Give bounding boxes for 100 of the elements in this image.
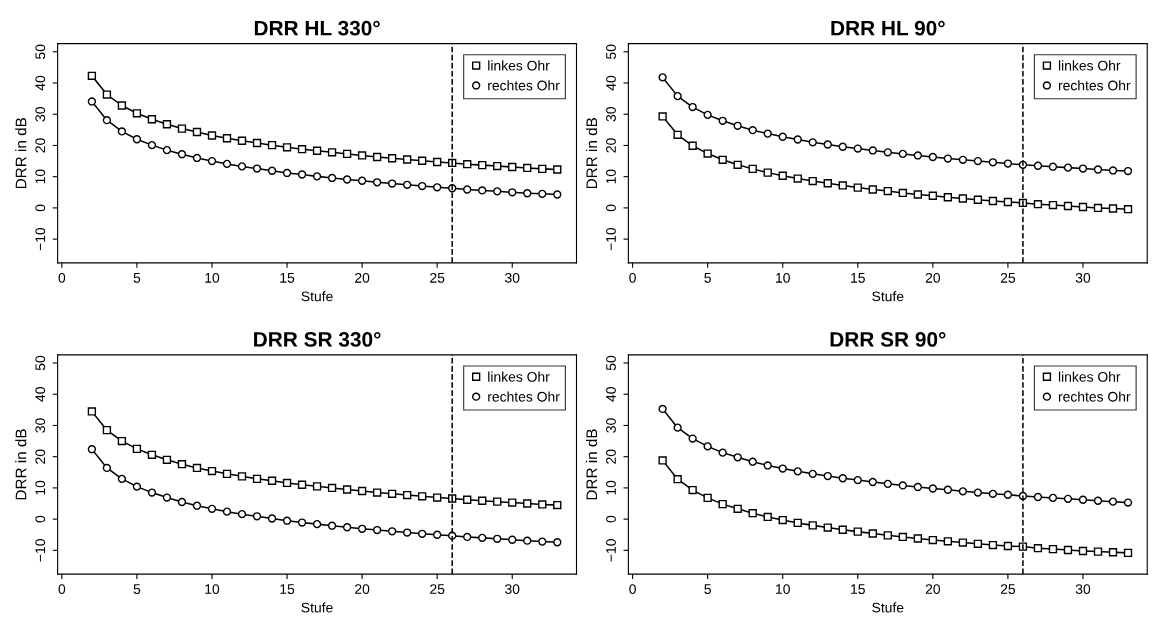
y-tick-label: 10 — [35, 169, 46, 184]
y-tick-label: −10 — [606, 227, 616, 251]
point — [417, 181, 427, 191]
y-tick-label: 0 — [35, 204, 46, 212]
point — [147, 450, 157, 459]
point — [958, 194, 968, 203]
point — [1108, 166, 1118, 175]
point — [838, 181, 847, 190]
point — [868, 529, 877, 538]
y-tick-label: 30 — [35, 107, 46, 122]
chart-title: DRR HL 330° — [254, 20, 380, 36]
point — [838, 525, 847, 534]
point — [463, 160, 472, 169]
point — [478, 186, 487, 195]
point — [282, 478, 292, 488]
x-tick-label: 20 — [355, 584, 370, 594]
point — [673, 91, 682, 101]
point — [402, 155, 412, 164]
point — [327, 173, 337, 183]
point — [808, 521, 817, 530]
point — [748, 164, 757, 174]
point — [342, 485, 352, 494]
point — [312, 146, 322, 155]
legend-label: linkes Ohr — [1058, 60, 1121, 71]
point — [102, 425, 112, 435]
point — [913, 482, 923, 492]
point — [928, 191, 938, 200]
x-tick-label: 15 — [851, 273, 865, 283]
point — [162, 493, 172, 502]
point — [793, 518, 802, 528]
point — [988, 489, 998, 499]
point — [973, 195, 983, 204]
point — [147, 488, 157, 497]
point — [1123, 166, 1133, 176]
point — [538, 500, 547, 509]
point — [523, 163, 532, 173]
x-tick-label: 5 — [704, 584, 711, 594]
y-tick-label: 0 — [35, 515, 46, 523]
point — [793, 467, 802, 476]
point — [1063, 201, 1073, 211]
legend-label: rechtes Ohr — [1058, 391, 1131, 402]
point — [222, 159, 232, 169]
point — [808, 176, 817, 186]
y-tick-label: −10 — [35, 539, 46, 562]
point — [958, 487, 968, 496]
point — [192, 463, 202, 473]
point — [823, 523, 832, 532]
point — [703, 149, 712, 158]
x-tick-label: 20 — [355, 272, 370, 283]
point — [778, 171, 787, 180]
point — [282, 168, 292, 178]
x-tick-label: 0 — [629, 584, 636, 594]
x-tick-label: 10 — [776, 272, 790, 283]
point — [508, 498, 517, 507]
chart-title: DRR SR 90° — [830, 332, 946, 347]
point — [312, 172, 322, 181]
point — [297, 480, 307, 489]
point — [357, 486, 367, 496]
point — [1078, 546, 1088, 556]
point — [1123, 498, 1133, 507]
y-tick-label: −10 — [35, 227, 46, 251]
point — [928, 484, 938, 493]
chart-title: DRR SR 330° — [254, 332, 381, 347]
point — [402, 528, 412, 537]
point — [1033, 199, 1043, 209]
point — [868, 477, 877, 487]
point — [297, 170, 307, 179]
chart-title: DRR HL 90° — [831, 20, 945, 36]
point — [763, 129, 772, 138]
point — [102, 90, 112, 99]
point — [1063, 163, 1073, 172]
point — [267, 166, 277, 175]
point — [838, 142, 847, 151]
point — [853, 527, 862, 536]
point — [988, 196, 998, 206]
point — [538, 537, 547, 546]
legend-label: rechtes Ohr — [488, 391, 560, 402]
point — [553, 538, 562, 547]
point — [132, 482, 142, 491]
point — [402, 180, 412, 189]
point — [433, 183, 442, 192]
legend-label: linkes Ohr — [1058, 371, 1121, 382]
y-tick-label: 40 — [35, 387, 46, 402]
y-axis-title: DRR in dB — [585, 429, 598, 500]
x-tick-label: 30 — [505, 584, 520, 594]
point — [222, 507, 232, 516]
point — [222, 469, 232, 479]
point — [658, 456, 667, 465]
point — [823, 179, 832, 188]
point — [688, 141, 697, 150]
point — [1108, 204, 1118, 213]
x-tick-label: 25 — [430, 584, 445, 594]
point — [868, 146, 877, 155]
x-tick-label: 0 — [629, 272, 636, 283]
point — [192, 127, 202, 137]
x-axis-title: Stufe — [872, 291, 904, 302]
point — [1063, 494, 1073, 504]
y-tick-label: 10 — [606, 169, 616, 184]
point — [267, 140, 277, 150]
point — [1078, 202, 1088, 212]
